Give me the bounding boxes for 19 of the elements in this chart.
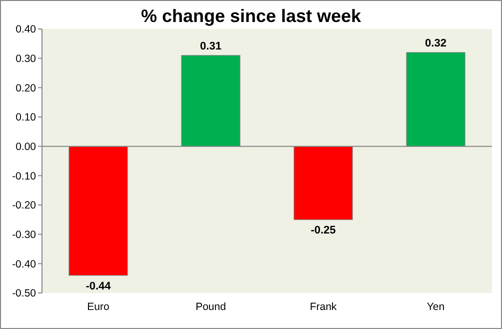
y-tick-label: -0.50 [12, 288, 36, 300]
x-tick-label: Frank [310, 301, 338, 313]
data-label: 0.31 [200, 40, 222, 52]
y-tick-label: -0.10 [12, 170, 36, 182]
data-label: 0.32 [425, 37, 446, 50]
y-tick-label: 0.40 [16, 24, 36, 36]
y-tick-label: 0.10 [16, 112, 36, 124]
y-tick-label: -0.20 [12, 200, 36, 212]
y-tick-label: 0.00 [16, 141, 36, 154]
y-tick-label: -0.30 [12, 229, 36, 242]
chart-title: % change since last week [140, 6, 362, 26]
x-tick-label: Pound [196, 301, 226, 313]
y-tick-label: -0.40 [12, 258, 36, 270]
y-tick-label: 0.20 [16, 82, 36, 94]
x-tick-label: Yen [426, 301, 445, 313]
x-tick-label: Euro [87, 301, 110, 313]
y-tick-label: 0.30 [16, 53, 36, 66]
data-label: -0.25 [310, 224, 336, 237]
data-label: -0.44 [86, 280, 112, 292]
